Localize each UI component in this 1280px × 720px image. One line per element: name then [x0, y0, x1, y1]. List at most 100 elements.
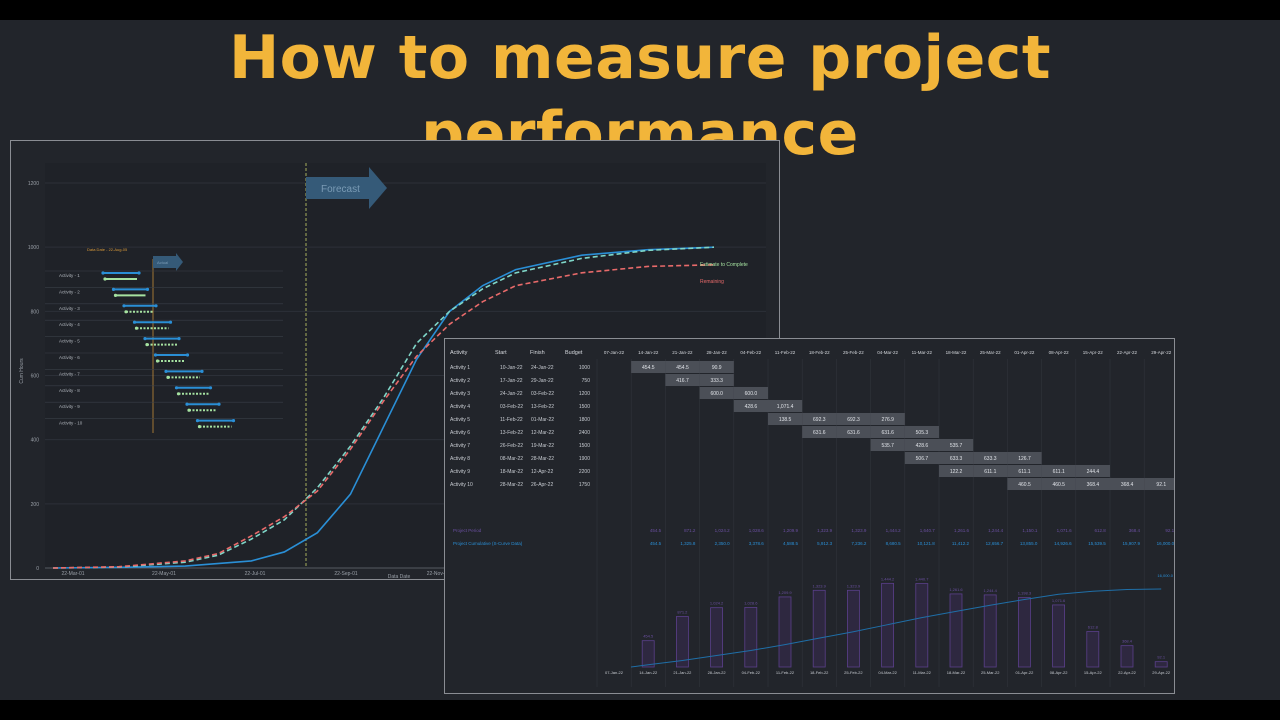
row-finish: 24-Jan-22: [531, 365, 554, 371]
date-header: 07-Jan-22: [604, 350, 625, 355]
row-activity: Activity 3: [450, 391, 470, 397]
budget-cell-value: 611.1: [1053, 469, 1065, 475]
period-bar-label: 871.2: [677, 610, 688, 615]
gantt-actual-start: [103, 277, 107, 281]
gantt-planned-end: [200, 369, 204, 373]
budget-cell-value: 460.5: [1052, 482, 1065, 488]
date-header: 15-Apr-22: [1083, 350, 1104, 355]
period-value: 368.4: [1129, 528, 1141, 533]
row-activity: Activity 5: [450, 417, 470, 423]
row-activity: Activity 2: [450, 378, 470, 384]
budget-cell: [699, 374, 734, 386]
row-start: 26-Feb-22: [500, 443, 523, 449]
budget-cell: [973, 452, 1008, 464]
budget-cell-value: 611.1: [1018, 469, 1030, 475]
period-bar-label: 1,323.9: [847, 583, 861, 588]
budget-cell: [1075, 478, 1110, 490]
row-start: 03-Feb-22: [500, 404, 523, 410]
row-activity: Activity 4: [450, 404, 470, 410]
page-title: How to measure project performance: [228, 23, 1052, 169]
budget-cell-value: 600.0: [745, 391, 758, 397]
cumulative-value: 7,236.2: [851, 541, 867, 546]
period-bar-label: 1,071.6: [1052, 598, 1066, 603]
data-date-label: Data Date - 22-Aug-05: [87, 247, 128, 252]
bar-date-label: 25-Mar-22: [981, 670, 1000, 675]
budget-cell-value: 535.7: [881, 443, 894, 449]
row-finish: 19-Mar-22: [531, 443, 554, 449]
period-bar: [1154, 661, 1168, 668]
cashflow-table: Activity Start Finish Budget 07-Jan-22 14-Jan…: [450, 350, 1182, 687]
period-bar: [641, 640, 655, 668]
budget-cell: [665, 374, 700, 386]
date-header: 22-Apr-22: [1117, 350, 1138, 355]
budget-cell: [870, 439, 905, 451]
cumulative-value: 12,656.7: [986, 541, 1004, 546]
row-budget: 1900: [579, 456, 590, 462]
date-header: 11-Mar-22: [912, 350, 933, 355]
gantt-actual-start: [187, 408, 191, 412]
gantt-planned-start: [143, 337, 147, 341]
period-bar-label: 1,244.4: [984, 588, 998, 593]
budget-cell: [904, 452, 939, 464]
period-bar-label: 1,024.2: [710, 601, 724, 606]
x-tick-label: 22-Jul-01: [245, 571, 266, 577]
table-header: Budget: [565, 350, 583, 356]
cumulative-label: Project Cumulative (S-Curve Data): [453, 541, 523, 546]
budget-cell: [631, 361, 666, 373]
budget-cell-value: 122.2: [950, 469, 963, 475]
bar-date-label: 29-Apr-22: [1152, 670, 1171, 675]
cumulative-value: 1,325.8: [680, 541, 696, 546]
budget-cell: [768, 400, 803, 412]
row-budget: 1200: [579, 391, 590, 397]
budget-cell: [939, 439, 974, 451]
gantt-activity-label: Activity - 10: [59, 421, 83, 426]
gantt-planned-end: [177, 337, 181, 341]
gantt-planned-start: [101, 271, 105, 275]
gantt-activity-label: Activity - 4: [59, 322, 80, 327]
budget-cell: [973, 465, 1008, 477]
period-bar-label: 1,198.3: [1018, 591, 1032, 596]
budget-cell: [904, 426, 939, 438]
gantt-planned-start: [122, 304, 126, 308]
gantt-planned-start: [164, 369, 168, 373]
budget-cell-value: 600.0: [710, 391, 723, 397]
cumulative-value: 16,000.0: [1157, 541, 1174, 546]
period-bar: [1086, 631, 1100, 668]
gantt-planned-start: [132, 320, 137, 324]
period-value: 1,071.6: [1057, 528, 1073, 533]
budget-cell: [836, 413, 871, 425]
gantt-actual-start: [197, 425, 202, 429]
forecast-label: Forecast: [321, 184, 360, 195]
cumulative-value: 4,588.5: [783, 541, 799, 546]
y-tick-label: 0: [36, 566, 39, 572]
gantt-planned-end: [154, 304, 158, 308]
budget-cell: [1110, 478, 1145, 490]
budget-cell-value: 454.5: [642, 365, 655, 371]
cumulative-value: 15,539.5: [1088, 541, 1106, 546]
legend-remaining: Remaining: [700, 279, 724, 285]
period-label: Project Period: [453, 528, 482, 533]
budget-cell: [1007, 452, 1042, 464]
budget-cell: [1144, 478, 1179, 490]
bar-date-label: 18-Mar-22: [947, 670, 966, 675]
row-start: 08-Mar-22: [500, 456, 523, 462]
row-activity: Activity 8: [450, 456, 470, 462]
bar-date-label: 21-Jan-22: [673, 670, 692, 675]
row-finish: 12-Apr-22: [531, 469, 553, 475]
row-budget: 2200: [579, 469, 590, 475]
estimate-to-complete-curve: [52, 246, 715, 569]
planned-curve: [52, 246, 715, 569]
legend-etc: Estimate to Complete: [700, 262, 748, 268]
date-header: 25-Feb-22: [843, 350, 864, 355]
budget-cell: [1007, 478, 1042, 490]
bar-date-label: 22-Apr-22: [1118, 670, 1137, 675]
row-start: 17-Jan-22: [500, 378, 523, 384]
y-tick-label: 1000: [28, 245, 39, 251]
period-value: 1,209.9: [783, 528, 799, 533]
period-bar: [983, 594, 997, 668]
gantt-activity-label: Activity - 9: [59, 404, 80, 409]
date-header: 18-Feb-22: [809, 350, 830, 355]
budget-cell-value: 416.7: [676, 378, 689, 384]
gantt-planned-end: [231, 419, 236, 423]
period-bar: [744, 607, 758, 668]
